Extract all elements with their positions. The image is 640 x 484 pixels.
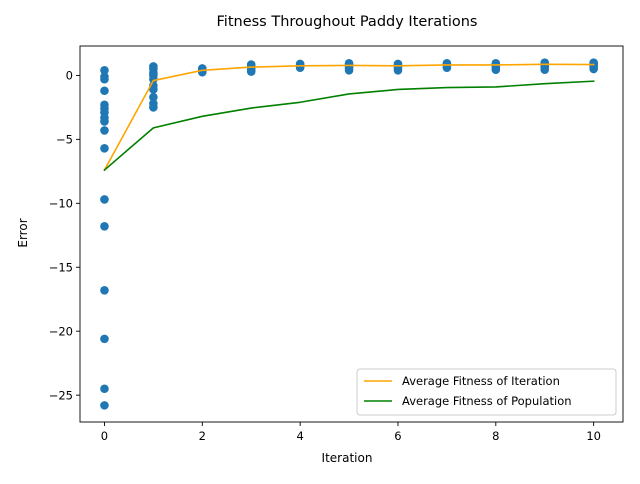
legend-label-2: Average Fitness of Population bbox=[402, 394, 572, 408]
series-line-2 bbox=[103, 80, 595, 172]
y-axis-label: Error bbox=[16, 218, 30, 247]
scatter-point bbox=[393, 65, 403, 75]
scatter-point bbox=[589, 64, 598, 74]
scatter-point bbox=[100, 334, 109, 344]
y-tick-label: −10 bbox=[49, 197, 73, 211]
scatter-point bbox=[100, 195, 109, 204]
scatter-point bbox=[100, 126, 109, 135]
scatter-point bbox=[100, 74, 109, 84]
scatter-point bbox=[149, 92, 158, 102]
scatter-point bbox=[100, 117, 109, 126]
legend-label-1: Average Fitness of Iteration bbox=[402, 374, 560, 388]
scatter-point bbox=[100, 384, 109, 394]
y-tick-label: 0 bbox=[66, 69, 73, 83]
legend: Average Fitness of Iteration Average Fitn… bbox=[356, 368, 617, 416]
plot-content bbox=[100, 58, 598, 410]
scatter-point bbox=[149, 103, 158, 112]
x-tick-label: 6 bbox=[394, 429, 401, 443]
scatter-point bbox=[197, 67, 207, 77]
x-tick-label: 4 bbox=[296, 429, 303, 443]
scatter-point bbox=[100, 65, 109, 75]
scatter-point bbox=[491, 65, 501, 74]
series-line-1 bbox=[103, 63, 595, 172]
axes-frame bbox=[79, 45, 624, 423]
x-axis-label: Iteration bbox=[322, 451, 373, 465]
scatter-point bbox=[246, 67, 256, 76]
scatter-point bbox=[100, 401, 109, 410]
x-tick-label: 2 bbox=[199, 429, 206, 443]
scatter-point bbox=[149, 85, 158, 94]
scatter-point bbox=[100, 222, 109, 231]
scatter-point bbox=[100, 285, 109, 295]
legend-box bbox=[356, 368, 617, 416]
scatter-point bbox=[100, 86, 109, 96]
plot-area bbox=[100, 58, 598, 410]
scatter-point bbox=[295, 63, 305, 73]
chart-title: Fitness Throughout Paddy Iterations bbox=[217, 14, 478, 30]
y-tick-label: −20 bbox=[49, 324, 73, 338]
x-tick-label: 0 bbox=[101, 429, 108, 443]
x-tick-label: 8 bbox=[492, 429, 499, 443]
scatter-point bbox=[540, 65, 550, 74]
axes: 0 2 4 6 8 10 0 −5 −10 −15 −20 −25 bbox=[49, 45, 624, 443]
scatter-point bbox=[100, 144, 109, 153]
y-tick-label: −5 bbox=[56, 133, 73, 147]
scatter-point bbox=[344, 65, 354, 75]
y-tick-label: −15 bbox=[49, 260, 73, 274]
y-tick-label: −25 bbox=[49, 388, 73, 402]
scatter-point bbox=[149, 74, 158, 84]
x-tick-label: 10 bbox=[586, 429, 601, 443]
